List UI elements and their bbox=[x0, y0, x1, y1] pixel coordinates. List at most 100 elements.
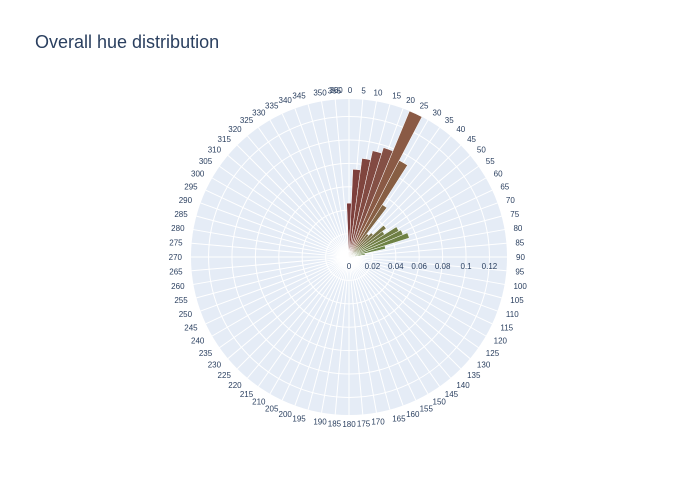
angular-tick-label: 25 bbox=[420, 102, 429, 111]
angular-grid-line bbox=[247, 135, 350, 258]
angular-tick-label: 260 bbox=[171, 282, 185, 291]
angular-grid-line bbox=[257, 256, 350, 387]
radial-tick-label: 0.02 bbox=[365, 262, 381, 271]
angular-tick-label: 245 bbox=[184, 324, 198, 333]
angular-tick-label: 335 bbox=[265, 102, 279, 111]
angular-tick-label: 155 bbox=[420, 404, 434, 413]
angular-grid-line bbox=[348, 256, 429, 395]
angular-grid-line bbox=[281, 113, 350, 258]
angular-grid-line bbox=[257, 127, 350, 258]
angular-grid-line bbox=[294, 108, 350, 258]
angular-grid-line bbox=[348, 256, 505, 285]
angular-tick-label: 280 bbox=[171, 224, 185, 233]
bar-30 bbox=[348, 160, 408, 258]
angular-grid-line bbox=[348, 256, 479, 349]
angular-grid-line bbox=[236, 256, 350, 370]
angular-grid-line bbox=[307, 256, 350, 410]
angular-grid-line bbox=[334, 256, 350, 415]
angular-grid-line bbox=[196, 215, 350, 258]
angular-grid-line bbox=[191, 242, 350, 258]
bar-70 bbox=[348, 232, 410, 258]
angular-tick-label: 5 bbox=[361, 87, 366, 96]
angular-grid-line bbox=[348, 256, 487, 337]
angular-tick-label: 30 bbox=[433, 108, 442, 117]
angular-grid-line bbox=[281, 256, 350, 401]
angular-tick-label: 70 bbox=[506, 196, 515, 205]
angular-tick-label: 360 bbox=[329, 86, 343, 95]
angular-tick-label: 130 bbox=[477, 360, 491, 369]
angular-tick-label: 20 bbox=[406, 96, 415, 105]
angular-tick-label: 65 bbox=[500, 182, 509, 191]
angular-grid-line bbox=[348, 256, 377, 413]
angular-grid-line bbox=[348, 256, 502, 299]
angular-grid-line bbox=[200, 202, 350, 258]
angular-grid-line bbox=[348, 256, 493, 325]
angular-grid-line bbox=[348, 242, 507, 258]
angular-grid-line bbox=[334, 99, 350, 258]
angular-grid-line bbox=[227, 155, 350, 258]
angular-tick-label: 50 bbox=[477, 146, 486, 155]
angular-tick-label: 85 bbox=[515, 238, 524, 247]
angular-grid-line bbox=[348, 256, 471, 359]
chart-title: Overall hue distribution bbox=[35, 32, 220, 52]
angular-grid-line bbox=[321, 101, 350, 258]
angular-tick-label: 190 bbox=[313, 417, 327, 426]
angular-tick-label: 295 bbox=[184, 182, 198, 191]
angular-grid-line bbox=[307, 104, 350, 258]
angular-grid-line bbox=[348, 256, 441, 387]
angular-grid-line bbox=[196, 256, 350, 299]
angular-grid-line bbox=[193, 229, 350, 258]
angular-grid-line bbox=[294, 256, 350, 406]
angular-grid-line bbox=[211, 256, 350, 337]
radial-tick-label: 0.06 bbox=[411, 262, 427, 271]
angular-tick-label: 310 bbox=[208, 146, 222, 155]
angular-tick-label: 105 bbox=[510, 296, 524, 305]
angular-tick-label: 250 bbox=[179, 310, 193, 319]
angular-tick-label: 305 bbox=[199, 157, 213, 166]
angular-tick-label: 355 bbox=[328, 87, 342, 96]
angular-tick-label: 330 bbox=[252, 108, 266, 117]
angular-tick-label: 45 bbox=[467, 135, 476, 144]
angular-tick-label: 325 bbox=[240, 116, 254, 125]
bar-80 bbox=[348, 253, 366, 258]
angular-tick-label: 175 bbox=[357, 419, 371, 428]
angular-tick-label: 90 bbox=[516, 253, 525, 262]
angular-tick-label: 60 bbox=[494, 170, 503, 179]
angular-grid-line bbox=[205, 256, 350, 325]
angular-grid-line bbox=[205, 189, 350, 258]
angular-tick-label: 255 bbox=[174, 296, 188, 305]
angular-tick-label: 285 bbox=[174, 210, 188, 219]
angular-tick-label: 165 bbox=[392, 414, 406, 423]
angular-grid-line bbox=[236, 144, 350, 258]
angular-tick-label: 160 bbox=[406, 410, 420, 419]
angular-tick-label: 140 bbox=[456, 381, 470, 390]
angular-tick-label: 315 bbox=[218, 135, 232, 144]
angular-tick-label: 345 bbox=[292, 92, 306, 101]
radial-tick-label: 0.04 bbox=[388, 262, 404, 271]
angular-tick-label: 205 bbox=[265, 404, 279, 413]
angular-tick-label: 300 bbox=[191, 170, 205, 179]
angular-tick-label: 55 bbox=[486, 157, 495, 166]
angular-tick-label: 100 bbox=[513, 282, 527, 291]
angular-grid-line bbox=[348, 256, 462, 370]
angular-grid-line bbox=[211, 177, 350, 258]
angular-tick-label: 215 bbox=[240, 390, 254, 399]
angular-tick-label: 125 bbox=[486, 349, 500, 358]
angular-tick-label: 240 bbox=[191, 337, 205, 346]
angular-tick-label: 210 bbox=[252, 398, 266, 407]
angular-grid-line bbox=[191, 256, 350, 272]
angular-tick-label: 75 bbox=[510, 210, 519, 219]
angular-grid-line bbox=[219, 165, 350, 258]
radial-tick-label: 0.12 bbox=[482, 262, 498, 271]
bar-35 bbox=[348, 204, 388, 258]
angular-grid-line bbox=[348, 256, 391, 410]
angular-tick-label: 120 bbox=[494, 337, 508, 346]
angular-grid-line bbox=[247, 256, 350, 379]
angular-tick-label: 185 bbox=[328, 419, 342, 428]
angular-tick-label: 225 bbox=[218, 371, 232, 380]
angular-grid-line bbox=[321, 256, 350, 413]
angular-tick-label: 145 bbox=[445, 390, 459, 399]
bar-50 bbox=[348, 225, 387, 258]
angular-tick-label: 110 bbox=[506, 310, 519, 319]
